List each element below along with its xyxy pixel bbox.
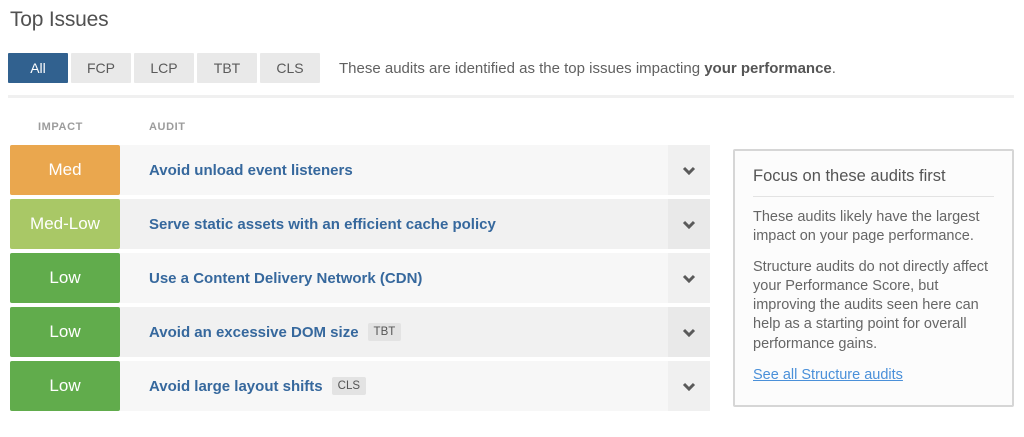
audit-row-dom-size: Low Avoid an excessive DOM size TBT bbox=[10, 307, 710, 357]
chevron-down-icon bbox=[682, 166, 696, 175]
divider bbox=[8, 95, 1014, 98]
chevron-down-icon bbox=[682, 274, 696, 283]
column-header-audit: AUDIT bbox=[149, 121, 186, 133]
impact-badge: Low bbox=[10, 307, 120, 357]
expand-row-button[interactable] bbox=[668, 145, 710, 195]
expand-row-button[interactable] bbox=[668, 361, 710, 411]
expand-row-button[interactable] bbox=[668, 199, 710, 249]
expand-row-button[interactable] bbox=[668, 307, 710, 357]
impact-badge: Low bbox=[10, 253, 120, 303]
focus-panel-paragraph: These audits likely have the largest imp… bbox=[753, 209, 980, 245]
filter-tabs: All FCP LCP TBT CLS These audits are ide… bbox=[8, 53, 836, 83]
audit-cell: Avoid large layout shifts CLS bbox=[120, 361, 668, 411]
audit-list: Med Avoid unload event listeners Med-Low… bbox=[10, 145, 710, 415]
expand-row-button[interactable] bbox=[668, 253, 710, 303]
page-title: Top Issues bbox=[10, 8, 109, 31]
chevron-down-icon bbox=[682, 220, 696, 229]
audit-row-unload-listeners: Med Avoid unload event listeners bbox=[10, 145, 710, 195]
impact-badge: Med-Low bbox=[10, 199, 120, 249]
metric-tag-tbt: TBT bbox=[367, 323, 402, 341]
audit-link[interactable]: Avoid unload event listeners bbox=[149, 161, 353, 179]
audit-row-cache-policy: Med-Low Serve static assets with an effi… bbox=[10, 199, 710, 249]
chevron-down-icon bbox=[682, 382, 696, 391]
audit-cell: Avoid unload event listeners bbox=[120, 145, 668, 195]
filter-description-period: . bbox=[831, 59, 836, 77]
tab-lcp[interactable]: LCP bbox=[134, 53, 194, 83]
see-all-structure-audits-link[interactable]: See all Structure audits bbox=[753, 366, 903, 383]
filter-description-text: These audits are identified as the top i… bbox=[339, 59, 705, 77]
audit-row-cdn: Low Use a Content Delivery Network (CDN) bbox=[10, 253, 710, 303]
tab-cls[interactable]: CLS bbox=[260, 53, 320, 83]
impact-badge: Med bbox=[10, 145, 120, 195]
audit-cell: Serve static assets with an efficient ca… bbox=[120, 199, 668, 249]
audit-link[interactable]: Serve static assets with an efficient ca… bbox=[149, 215, 496, 233]
tab-all[interactable]: All bbox=[8, 53, 68, 83]
impact-badge: Low bbox=[10, 361, 120, 411]
filter-description: These audits are identified as the top i… bbox=[339, 60, 836, 77]
focus-panel-paragraph: Structure audits do not directly affect … bbox=[753, 258, 989, 352]
tab-tbt[interactable]: TBT bbox=[197, 53, 257, 83]
audit-link[interactable]: Avoid an excessive DOM size bbox=[149, 323, 359, 341]
audit-link[interactable]: Avoid large layout shifts bbox=[149, 377, 323, 395]
audit-cell: Avoid an excessive DOM size TBT bbox=[120, 307, 668, 357]
chevron-down-icon bbox=[682, 328, 696, 337]
focus-panel: Focus on these audits first These audits… bbox=[733, 149, 1014, 407]
column-header-impact: IMPACT bbox=[38, 121, 83, 133]
audit-link[interactable]: Use a Content Delivery Network (CDN) bbox=[149, 269, 423, 287]
audit-cell: Use a Content Delivery Network (CDN) bbox=[120, 253, 668, 303]
audit-row-layout-shifts: Low Avoid large layout shifts CLS bbox=[10, 361, 710, 411]
tab-fcp[interactable]: FCP bbox=[71, 53, 131, 83]
focus-panel-heading: Focus on these audits first bbox=[753, 167, 994, 197]
metric-tag-cls: CLS bbox=[331, 377, 367, 395]
filter-description-bold: your performance bbox=[704, 59, 832, 77]
